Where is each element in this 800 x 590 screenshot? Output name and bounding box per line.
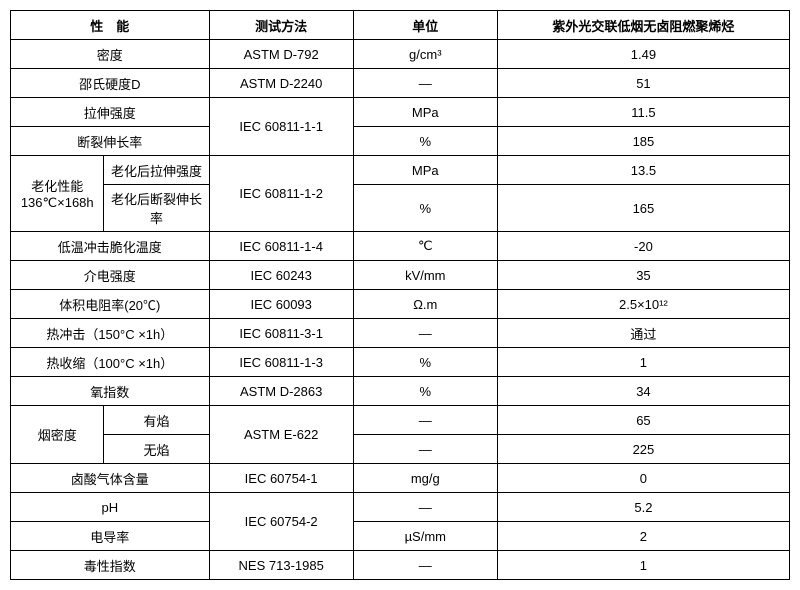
cell-unit: — [353, 406, 497, 435]
cell-unit: MPa [353, 98, 497, 127]
cell-unit: — [353, 69, 497, 98]
cell-prop: 邵氏硬度D [11, 69, 210, 98]
table-row: 断裂伸长率 % 185 [11, 127, 790, 156]
cell-unit: — [353, 435, 497, 464]
cell-test: ASTM D-792 [209, 40, 353, 69]
cell-prop: 热冲击（150°C ×1h） [11, 319, 210, 348]
table-row: 邵氏硬度D ASTM D-2240 — 51 [11, 69, 790, 98]
cell-unit: — [353, 319, 497, 348]
table-row: 毒性指数 NES 713-1985 — 1 [11, 551, 790, 580]
cell-value: 2 [497, 522, 789, 551]
cell-test: NES 713-1985 [209, 551, 353, 580]
table-row: 电导率 µS/mm 2 [11, 522, 790, 551]
table-row: pH IEC 60754-2 — 5.2 [11, 493, 790, 522]
cell-value: 65 [497, 406, 789, 435]
cell-prop: 断裂伸长率 [11, 127, 210, 156]
cell-sub: 无焰 [104, 435, 209, 464]
cell-sub: 有焰 [104, 406, 209, 435]
cell-prop: 介电强度 [11, 261, 210, 290]
cell-prop: 卤酸气体含量 [11, 464, 210, 493]
cell-value: 165 [497, 185, 789, 232]
cell-test: IEC 60811-1-2 [209, 156, 353, 232]
cell-prop: 毒性指数 [11, 551, 210, 580]
cell-prop: 低温冲击脆化温度 [11, 232, 210, 261]
table-row: 热收缩（100°C ×1h） IEC 60811-1-3 % 1 [11, 348, 790, 377]
cell-prop: 体积电阻率(20℃) [11, 290, 210, 319]
table-row: 烟密度 有焰 ASTM E-622 — 65 [11, 406, 790, 435]
cell-value: 通过 [497, 319, 789, 348]
cell-unit: — [353, 551, 497, 580]
header-prop: 性 能 [11, 11, 210, 40]
cell-group: 老化性能 136℃×168h [11, 156, 104, 232]
cell-unit: % [353, 185, 497, 232]
cell-test: IEC 60093 [209, 290, 353, 319]
cell-prop: 拉伸强度 [11, 98, 210, 127]
cell-prop: 氧指数 [11, 377, 210, 406]
cell-unit: µS/mm [353, 522, 497, 551]
table-row: 老化性能 136℃×168h 老化后拉伸强度 IEC 60811-1-2 MPa… [11, 156, 790, 185]
cell-value: 185 [497, 127, 789, 156]
cell-test: IEC 60754-1 [209, 464, 353, 493]
table-row: 低温冲击脆化温度 IEC 60811-1-4 ℃ -20 [11, 232, 790, 261]
table-row: 介电强度 IEC 60243 kV/mm 35 [11, 261, 790, 290]
cell-unit: % [353, 348, 497, 377]
cell-sub: 老化后断裂伸长率 [104, 185, 209, 232]
cell-value: 225 [497, 435, 789, 464]
cell-value: 51 [497, 69, 789, 98]
cell-value: 1 [497, 551, 789, 580]
cell-unit: % [353, 127, 497, 156]
table-row: 无焰 — 225 [11, 435, 790, 464]
cell-unit: mg/g [353, 464, 497, 493]
cell-value: 13.5 [497, 156, 789, 185]
cell-unit: MPa [353, 156, 497, 185]
cell-unit: Ω.m [353, 290, 497, 319]
material-spec-table: 性 能 测试方法 单位 紫外光交联低烟无卤阻燃聚烯烃 密度 ASTM D-792… [10, 10, 790, 580]
cell-test: IEC 60754-2 [209, 493, 353, 551]
cell-unit: kV/mm [353, 261, 497, 290]
cell-prop: 密度 [11, 40, 210, 69]
cell-test: ASTM D-2863 [209, 377, 353, 406]
cell-test: ASTM D-2240 [209, 69, 353, 98]
table-row: 氧指数 ASTM D-2863 % 34 [11, 377, 790, 406]
table-row: 密度 ASTM D-792 g/cm³ 1.49 [11, 40, 790, 69]
cell-test: ASTM E-622 [209, 406, 353, 464]
cell-value: 5.2 [497, 493, 789, 522]
cell-value: 1.49 [497, 40, 789, 69]
cell-prop: 电导率 [11, 522, 210, 551]
header-value: 紫外光交联低烟无卤阻燃聚烯烃 [497, 11, 789, 40]
cell-value: 34 [497, 377, 789, 406]
table-header-row: 性 能 测试方法 单位 紫外光交联低烟无卤阻燃聚烯烃 [11, 11, 790, 40]
header-unit: 单位 [353, 11, 497, 40]
cell-test: IEC 60811-1-4 [209, 232, 353, 261]
cell-unit: ℃ [353, 232, 497, 261]
cell-value: -20 [497, 232, 789, 261]
cell-prop: pH [11, 493, 210, 522]
cell-value: 1 [497, 348, 789, 377]
cell-test: IEC 60811-1-1 [209, 98, 353, 156]
cell-unit: g/cm³ [353, 40, 497, 69]
table-row: 拉伸强度 IEC 60811-1-1 MPa 11.5 [11, 98, 790, 127]
cell-unit: — [353, 493, 497, 522]
table-row: 热冲击（150°C ×1h） IEC 60811-3-1 — 通过 [11, 319, 790, 348]
table-row: 体积电阻率(20℃) IEC 60093 Ω.m 2.5×10¹² [11, 290, 790, 319]
cell-prop: 热收缩（100°C ×1h） [11, 348, 210, 377]
cell-test: IEC 60811-3-1 [209, 319, 353, 348]
table-row: 老化后断裂伸长率 % 165 [11, 185, 790, 232]
cell-sub: 老化后拉伸强度 [104, 156, 209, 185]
cell-value: 11.5 [497, 98, 789, 127]
header-test: 测试方法 [209, 11, 353, 40]
cell-value: 2.5×10¹² [497, 290, 789, 319]
cell-value: 0 [497, 464, 789, 493]
cell-test: IEC 60243 [209, 261, 353, 290]
table-row: 卤酸气体含量 IEC 60754-1 mg/g 0 [11, 464, 790, 493]
cell-test: IEC 60811-1-3 [209, 348, 353, 377]
cell-group: 烟密度 [11, 406, 104, 464]
cell-value: 35 [497, 261, 789, 290]
cell-unit: % [353, 377, 497, 406]
